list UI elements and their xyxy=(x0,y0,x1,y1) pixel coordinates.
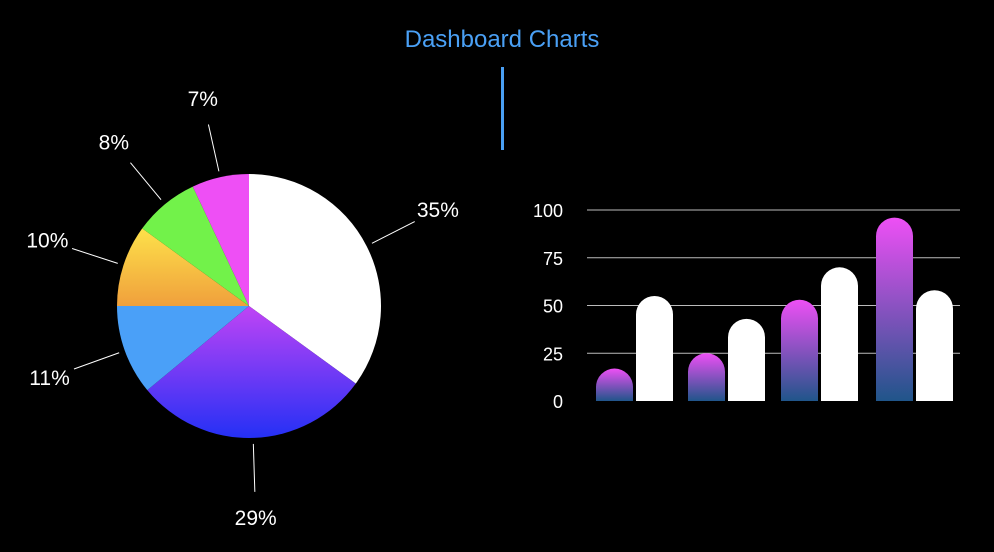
y-tick-label: 100 xyxy=(533,201,563,221)
pie-slice-label: 11% xyxy=(29,367,69,390)
bar-white xyxy=(728,318,765,401)
pie-slice xyxy=(117,306,249,391)
pie-slice-label: 10% xyxy=(26,229,68,252)
pie-leader-line xyxy=(73,352,120,370)
pie-leader-line xyxy=(71,248,118,264)
pie-slice xyxy=(117,228,249,306)
pie-slice xyxy=(147,306,356,438)
pie-leader-line xyxy=(207,124,220,172)
pie-slice xyxy=(249,174,381,384)
pie-slice-label: 35% xyxy=(417,199,459,222)
y-tick-label: 75 xyxy=(543,249,563,269)
pie-leader-line xyxy=(130,162,162,200)
bar-chart: 0 25 50 75 100 xyxy=(533,201,960,412)
pie-leader-line xyxy=(252,443,256,492)
y-tick-label: 50 xyxy=(543,297,563,317)
pie-chart: 35% 29% 11% 10% 8% 7% xyxy=(26,88,459,530)
bar-gradient xyxy=(781,299,818,401)
pie-slice-label: 8% xyxy=(99,132,129,155)
dashboard-title: Dashboard Charts xyxy=(404,26,600,53)
pie-slice-label: 29% xyxy=(235,507,277,530)
bar-gradient xyxy=(688,353,725,401)
y-tick-label: 0 xyxy=(553,392,563,412)
bar-gradient xyxy=(596,368,633,401)
y-tick-label: 25 xyxy=(543,344,563,364)
pie-slice xyxy=(192,174,249,306)
bar-white xyxy=(821,267,858,401)
pie-slice-label: 7% xyxy=(188,88,218,111)
pie-leader-line xyxy=(371,221,415,244)
title-divider xyxy=(501,67,504,150)
bar-gradient xyxy=(876,217,913,401)
bar-white xyxy=(636,295,673,401)
pie-slice xyxy=(142,186,249,306)
bar-white xyxy=(916,290,953,401)
